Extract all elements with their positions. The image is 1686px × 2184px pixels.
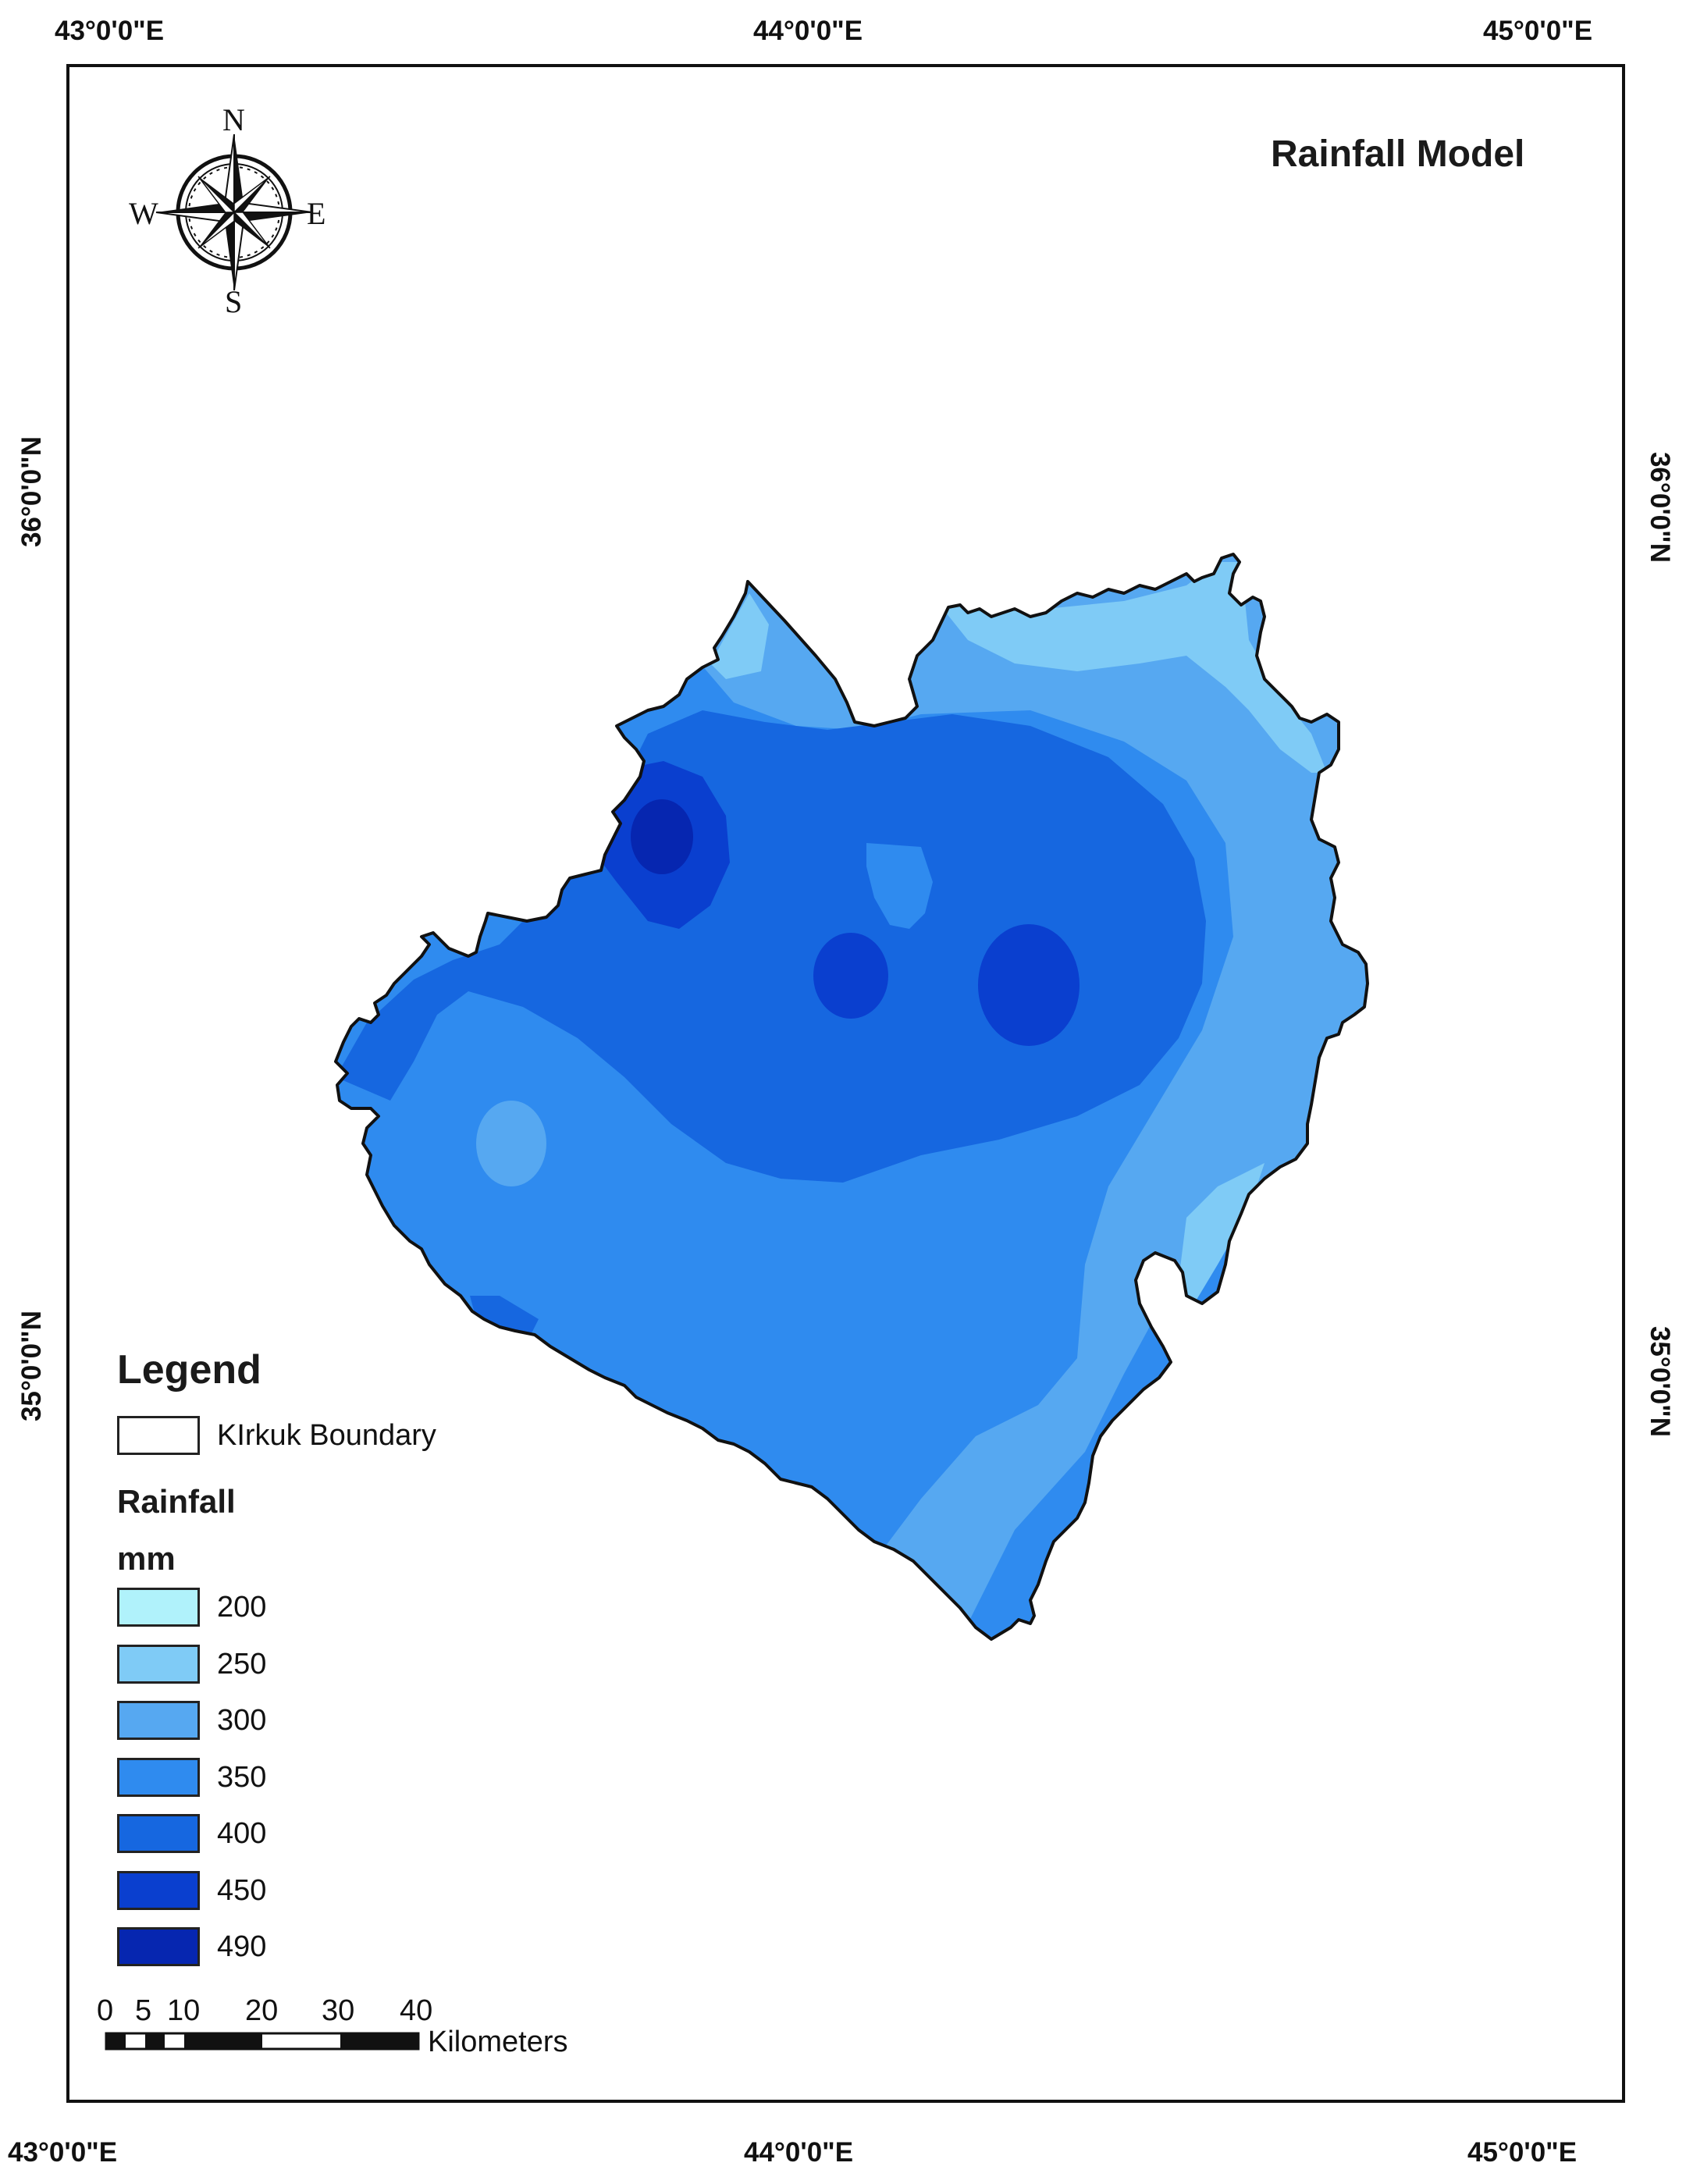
legend-class-label-450: 450 [217,1873,267,1907]
lon-label-bottom-44: 44°0'0"E [744,2137,854,2168]
legend-swatch-450 [117,1870,200,1910]
rainfall-zones [336,554,1368,1639]
lon-label-bottom-45: 45°0'0"E [1467,2137,1578,2168]
scale-tick-0: 0 [97,1994,114,2027]
legend-class-label-300: 300 [217,1704,267,1737]
legend-swatch-200 [117,1588,200,1627]
north-arrow-icon [155,133,313,291]
compass-n-label: N [222,102,245,137]
kirkuk-boundary [334,553,1369,1641]
legend-swatch-400 [117,1814,200,1853]
zone-450-center [813,933,888,1019]
scale-tick-5: 5 [135,1994,152,2027]
lon-label-top-45: 45°0'0"E [1483,16,1593,46]
lon-label-top-43: 43°0'0"E [55,16,165,46]
lon-label-top-44: 44°0'0"E [753,16,863,46]
legend-class-label-250: 250 [217,1647,267,1681]
scale-unit-label: Kilometers [428,2026,568,2058]
legend-class-label-350: 350 [217,1760,267,1794]
zone-400 [336,710,1206,1183]
legend-boundary-swatch [117,1416,200,1455]
legend-class-label-490: 490 [217,1930,267,1963]
scale-tick-30: 30 [322,1994,355,2027]
compass-e-label: E [307,196,326,231]
zone-350-notch [866,843,933,929]
legend-title: Legend [117,1347,261,1393]
compass-w-label: W [129,196,158,231]
map-title: Rainfall Model [1271,133,1525,175]
zone-250-e [1179,1163,1264,1304]
zone-490 [631,799,693,874]
legend-swatch-300 [117,1701,200,1740]
lon-label-bottom-43: 43°0'0"E [8,2137,118,2168]
legend-unit-label: mm [117,1540,176,1577]
zone-250-nw [710,593,769,679]
legend-rainfall-label: Rainfall [117,1483,236,1520]
legend-boundary-label: KIrkuk Boundary [217,1419,436,1452]
map-frame [66,64,1625,2103]
legend-swatch-250 [117,1644,200,1684]
compass-s-label: S [225,284,243,319]
scale-bar [105,2032,420,2051]
scale-tick-40: 40 [400,1994,433,2027]
zone-450-east [978,924,1080,1046]
legend-swatch-490 [117,1927,200,1966]
zone-300-islet [476,1101,546,1186]
zone-400-sw [470,1296,539,1335]
scale-tick-10: 10 [167,1994,201,2027]
legend-swatch-350 [117,1757,200,1797]
scale-tick-20: 20 [245,1994,279,2027]
legend-class-label-400: 400 [217,1817,267,1850]
legend-class-label-200: 200 [217,1591,267,1624]
